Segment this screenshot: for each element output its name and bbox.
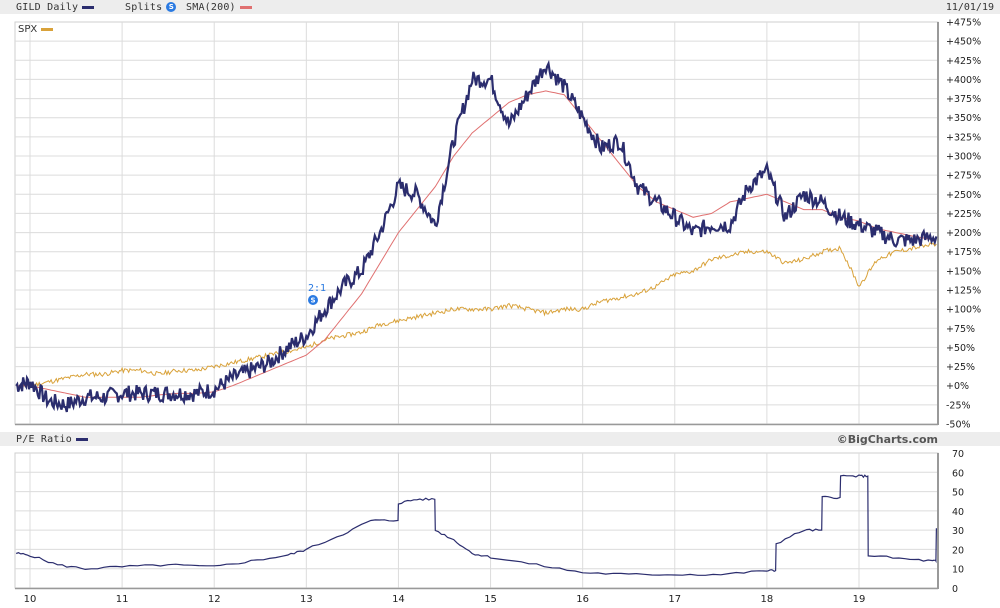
x-tick-label: 12 [208, 594, 221, 605]
main-gridlines-v [29, 22, 860, 424]
pe-y-tick-label: 20 [952, 545, 964, 556]
legend-splits-label: Splits [125, 2, 163, 13]
y-tick-label: +425% [946, 56, 981, 67]
legend-gild-label: GILD Daily [16, 2, 79, 13]
x-tick-label: 11 [116, 594, 129, 605]
y-tick-label: +450% [946, 37, 981, 48]
y-tick-label: +150% [946, 266, 981, 277]
y-tick-label: +50% [946, 343, 975, 354]
chart-date: 11/01/19 [945, 2, 994, 13]
pe-y-tick-label: 50 [952, 488, 964, 499]
y-tick-label: +200% [946, 228, 981, 239]
split-ratio-label: 2:1 [308, 283, 326, 294]
chart-header: GILD Daily Splits S SMA(200) 11/01/19 [0, 0, 1000, 14]
sma-swatch-icon [239, 5, 252, 9]
legend-pe: P/E Ratio [16, 434, 88, 445]
y-tick-label: -25% [946, 400, 971, 411]
y-tick-label: +25% [946, 362, 975, 373]
x-tick-label: 18 [761, 594, 774, 605]
x-tick-label: 13 [300, 594, 313, 605]
y-tick-label: +100% [946, 305, 981, 316]
pe-y-tick-label: 0 [952, 584, 958, 595]
x-tick-label: 16 [576, 594, 589, 605]
pe-y-tick-label: 10 [952, 565, 964, 576]
pe-y-tick-label: 60 [952, 468, 964, 479]
spx-line [15, 242, 937, 389]
legend-pe-label: P/E Ratio [16, 434, 72, 445]
y-tick-label: -50% [946, 420, 971, 431]
y-tick-label: +125% [946, 286, 981, 297]
y-tick-label: +375% [946, 94, 981, 105]
x-tick-label: 17 [668, 594, 681, 605]
x-tick-label: 14 [392, 594, 405, 605]
legend-gild: GILD Daily [16, 2, 95, 13]
main-chart: +475% +450% +425% +400% +375% +350% +325% +300%… [14, 18, 981, 431]
split-icon[interactable] [308, 295, 318, 305]
y-tick-label: +75% [946, 324, 975, 335]
pe-y-tick-label: 40 [952, 507, 964, 518]
pe-y-tick-label: 70 [952, 449, 964, 460]
y-tick-label: +300% [946, 152, 981, 163]
pe-swatch-icon [76, 437, 88, 441]
pe-y-tick-label: 30 [952, 526, 964, 537]
gild-swatch-icon [82, 5, 95, 9]
y-tick-label: +175% [946, 247, 981, 258]
copyright: ©BigCharts.com [836, 433, 938, 446]
main-y-axis: +475% +450% +425% +400% +375% +350% +325% +300%… [946, 18, 981, 431]
spx-swatch-icon [41, 27, 54, 31]
y-tick-label: +475% [946, 18, 981, 29]
y-tick-label: +275% [946, 171, 981, 182]
split-icon-glyph: S [310, 297, 315, 305]
pe-chart: 70 60 50 40 30 20 10 0 [14, 449, 964, 595]
x-axis: 10 11 12 13 14 15 16 17 18 19 [24, 594, 866, 605]
split-marker-icon: S [166, 2, 177, 12]
split-annotation[interactable]: 2:1 S [308, 283, 326, 305]
y-tick-label: +0% [946, 381, 969, 392]
y-tick-label: +350% [946, 113, 981, 124]
pe-ratio-line [16, 474, 937, 576]
legend-splits: Splits S [125, 2, 177, 13]
legend-sma-label: SMA(200) [186, 2, 236, 13]
legend-sma: SMA(200) [186, 2, 252, 13]
x-tick-label: 15 [484, 594, 497, 605]
legend-spx-label: SPX [18, 24, 38, 35]
y-tick-label: +400% [946, 75, 981, 86]
legend-spx: SPX [18, 24, 54, 35]
x-tick-label: 10 [24, 594, 37, 605]
y-tick-label: +225% [946, 209, 981, 220]
y-tick-label: +325% [946, 132, 981, 143]
x-tick-label: 19 [853, 594, 866, 605]
pe-y-axis: 70 60 50 40 30 20 10 0 [952, 449, 964, 595]
main-gridlines-h [15, 40, 938, 406]
gild-price-line [15, 59, 938, 413]
pe-header: P/E Ratio ©BigCharts.com [0, 432, 1000, 446]
y-tick-label: +250% [946, 190, 981, 201]
